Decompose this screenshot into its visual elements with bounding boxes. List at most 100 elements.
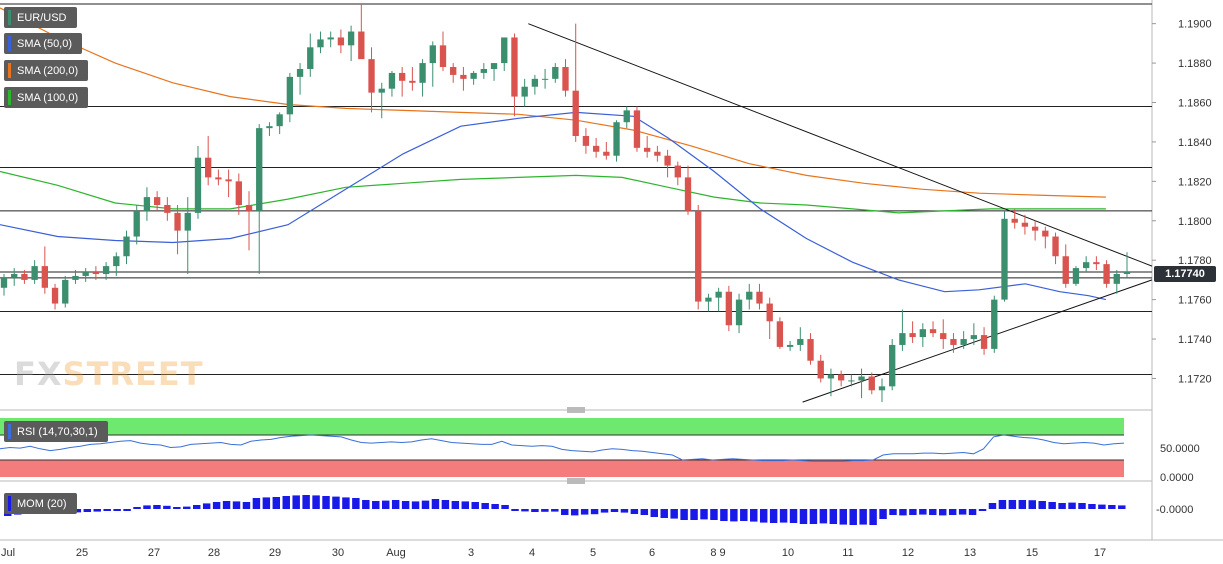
mom-bar bbox=[471, 502, 479, 509]
mom-bar bbox=[759, 509, 768, 523]
rsi-oversold-zone bbox=[0, 460, 1124, 477]
legend-rsi-label: RSI (14,70,30,1) bbox=[17, 425, 98, 438]
mom-bar bbox=[640, 509, 649, 515]
candle-body bbox=[450, 67, 457, 75]
mom-bar bbox=[670, 509, 678, 519]
candle-body bbox=[102, 266, 110, 274]
candle-body bbox=[62, 279, 69, 304]
fxstreet-logo: FXSTREET bbox=[14, 355, 204, 393]
mom-bar bbox=[789, 509, 798, 523]
candle-body bbox=[480, 68, 487, 73]
candle-body bbox=[225, 179, 232, 182]
mom-bar bbox=[740, 509, 748, 521]
candle-body bbox=[1031, 226, 1039, 231]
time-tick-label: 10 bbox=[782, 547, 794, 559]
mom-bar bbox=[163, 505, 171, 509]
mom-bar bbox=[620, 509, 629, 513]
mom-bar bbox=[779, 509, 788, 523]
mom-bar bbox=[839, 509, 847, 525]
mom-bar bbox=[849, 509, 857, 525]
candle-body bbox=[1011, 218, 1018, 223]
candle-body bbox=[940, 333, 947, 340]
mom-bar bbox=[660, 509, 668, 518]
candle-body bbox=[409, 80, 416, 83]
legend-rsi[interactable]: RSI (14,70,30,1) bbox=[4, 421, 108, 442]
candle-body bbox=[970, 335, 978, 340]
mom-bar bbox=[352, 498, 360, 509]
logo-part1: FX bbox=[14, 355, 63, 393]
legend-sma100[interactable]: SMA (100,0) bbox=[4, 87, 89, 108]
candle-body bbox=[286, 76, 294, 115]
candle-body bbox=[776, 321, 784, 347]
legend-symbol-label: EUR/USD bbox=[17, 11, 67, 24]
candle-body bbox=[541, 78, 549, 80]
mom-bar bbox=[491, 504, 499, 509]
mom-bar bbox=[750, 509, 758, 522]
mom-bar bbox=[123, 509, 131, 511]
mom-bar bbox=[93, 509, 101, 512]
candle-body bbox=[664, 155, 671, 166]
legend-symbol[interactable]: EUR/USD bbox=[4, 7, 77, 28]
mom-bar bbox=[998, 500, 1007, 509]
price-tick-label: 1.1860 bbox=[1178, 98, 1212, 110]
candle-body bbox=[164, 205, 171, 213]
candle-body bbox=[715, 291, 722, 298]
candle-body bbox=[980, 335, 988, 349]
candle-body bbox=[858, 376, 865, 381]
candle-body bbox=[1001, 218, 1008, 300]
mom-bar bbox=[1068, 502, 1076, 509]
candle-body bbox=[368, 59, 375, 93]
mom-bar bbox=[561, 509, 569, 515]
mom-bar bbox=[1008, 500, 1017, 509]
candle-body bbox=[868, 376, 875, 391]
candle-body bbox=[11, 273, 18, 278]
price-tick-label: 1.1820 bbox=[1178, 176, 1212, 188]
candle-body bbox=[347, 31, 355, 46]
candle-body bbox=[848, 380, 855, 382]
mom-bar bbox=[332, 496, 340, 509]
candle-body bbox=[194, 157, 202, 213]
legend-mom[interactable]: MOM (20) bbox=[4, 493, 77, 514]
candle-body bbox=[1021, 222, 1029, 227]
mom-bar bbox=[899, 509, 907, 516]
mom-bar bbox=[610, 509, 619, 512]
candle-body bbox=[674, 165, 681, 178]
candle-body bbox=[41, 266, 49, 288]
legend-sma50[interactable]: SMA (50,0) bbox=[4, 33, 83, 54]
logo-part2: STREET bbox=[62, 355, 204, 393]
mom-bar bbox=[302, 495, 310, 509]
mom-bar bbox=[521, 509, 529, 512]
mom-bar bbox=[570, 509, 579, 516]
candle-body bbox=[296, 68, 304, 77]
candle-body bbox=[501, 37, 508, 64]
mom-bar bbox=[1078, 503, 1086, 509]
candle-body bbox=[72, 275, 79, 280]
candle-body bbox=[266, 126, 273, 129]
candle-body bbox=[705, 297, 712, 302]
mom-bar bbox=[929, 509, 937, 515]
candle-body bbox=[133, 210, 140, 237]
legend-sma200[interactable]: SMA (200,0) bbox=[4, 60, 89, 81]
candle-body bbox=[1093, 262, 1100, 265]
candle-body bbox=[337, 37, 345, 46]
candle-body bbox=[205, 157, 212, 178]
candle-body bbox=[51, 287, 59, 304]
candle-body bbox=[991, 299, 998, 349]
candle-body bbox=[1072, 268, 1080, 284]
mom-bar bbox=[153, 505, 161, 509]
candle-body bbox=[307, 47, 314, 69]
candle-body bbox=[31, 266, 38, 280]
time-tick-label: 6 bbox=[649, 547, 655, 559]
mom-bar bbox=[232, 501, 241, 509]
rsi-tick-label: 0.0000 bbox=[1160, 472, 1194, 484]
mom-bar bbox=[222, 501, 231, 509]
mom-bar bbox=[113, 509, 121, 511]
candle-body bbox=[256, 128, 263, 211]
candle-body bbox=[766, 303, 773, 322]
candle-body bbox=[378, 88, 385, 93]
mom-bar bbox=[401, 501, 410, 509]
mom-bar bbox=[531, 509, 539, 512]
trendline-support bbox=[802, 279, 1153, 403]
candle-body bbox=[1082, 262, 1090, 269]
mom-bar bbox=[212, 502, 221, 509]
